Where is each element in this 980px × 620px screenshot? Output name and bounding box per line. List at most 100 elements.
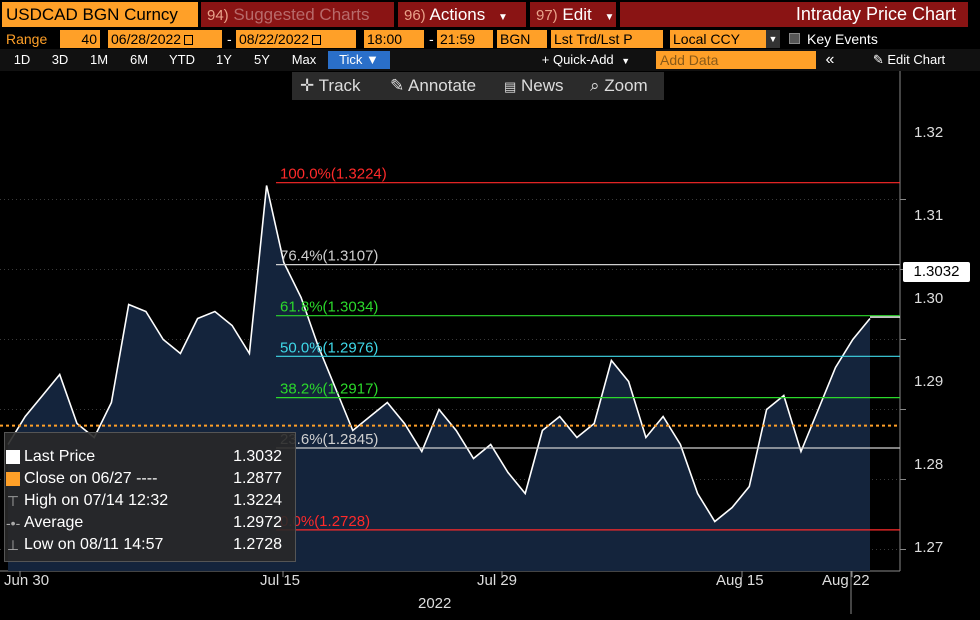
legend-last-price: Last Price 1.3032 (6, 446, 290, 468)
y-tick-label: 1.27 (914, 539, 944, 556)
range-6m-button[interactable]: 6M (129, 52, 149, 67)
legend-last-price-value: 1.3032 (233, 448, 282, 465)
tick-dropdown-button[interactable]: Tick ▼ (328, 51, 390, 69)
add-data-input[interactable]: Add Data (656, 51, 816, 69)
fib-level-label: 100.0%(1.3224) (280, 166, 387, 183)
fib-level-label: 61.8%(1.3034) (280, 299, 378, 316)
legend-low: ⊥ Low on 08/11 14:57 1.2728 (7, 534, 290, 556)
key-events-checkbox[interactable] (789, 33, 800, 44)
range-1d-button[interactable]: 1D (13, 52, 31, 67)
y-tick-label: 1.30 (914, 290, 944, 307)
average-marker-icon: -•- (6, 515, 21, 531)
key-events-label: Key Events (807, 31, 878, 47)
suggested-charts-number: 94) (207, 7, 229, 24)
x-tick-label: Aug 22 (822, 572, 870, 589)
edit-chart-label: Edit Chart (887, 52, 946, 67)
calendar-icon[interactable] (312, 35, 322, 46)
calendar-icon[interactable] (184, 35, 194, 46)
x-tick-label: Aug 15 (716, 572, 764, 589)
range-ytd-button[interactable]: YTD (169, 52, 195, 67)
range-max-button[interactable]: Max (291, 52, 317, 67)
pencil-icon: ✎ (872, 52, 884, 67)
range-label: Range (6, 31, 48, 47)
suggested-charts-button[interactable]: 94) Suggested Charts (201, 2, 394, 27)
actions-number: 96) (404, 7, 426, 24)
last-price-tag: 1.3032 (903, 262, 970, 282)
annotate-label: Annotate (408, 76, 477, 95)
start-date-value: 06/28/2022 (111, 31, 182, 47)
edit-number: 97) (536, 7, 558, 24)
time-separator: - (429, 31, 434, 47)
annotate-tool[interactable]: ✎ Annotate (390, 72, 476, 100)
track-label: Track (318, 76, 361, 95)
quick-add-label: + Quick-Add (541, 52, 614, 67)
field-selector[interactable]: Lst Trd/Lst P (551, 30, 663, 48)
collapse-button[interactable]: « (825, 51, 835, 68)
zoom-tool[interactable]: ⌕ Zoom (590, 72, 648, 100)
news-tool[interactable]: ▤ News (504, 72, 564, 100)
track-tool[interactable]: ✛ Track (300, 72, 361, 100)
days-field[interactable]: 40 (60, 30, 100, 48)
pencil-icon: ✎ (390, 76, 405, 95)
range-3d-button[interactable]: 3D (51, 52, 69, 67)
actions-caret-icon: ▼ (497, 12, 508, 23)
range-5y-button[interactable]: 5Y (254, 52, 270, 67)
x-year-label: 2022 (418, 595, 452, 612)
legend-average-label: Average (24, 514, 84, 531)
quick-add-caret-icon: ▼ (621, 56, 631, 66)
legend-high-value: 1.3224 (233, 492, 282, 509)
end-date-value: 08/22/2022 (239, 31, 310, 47)
legend-close-value: 1.2877 (233, 470, 282, 487)
end-date-field[interactable]: 08/22/2022 (236, 30, 356, 48)
legend-low-value: 1.2728 (233, 536, 282, 553)
legend-close-label: Close on 06/27 ---- (24, 470, 158, 487)
y-tick-label: 1.31 (914, 207, 944, 224)
edit-chart-button[interactable]: ✎ Edit Chart (846, 51, 972, 69)
suggested-charts-label: Suggested Charts (233, 5, 370, 24)
date-separator: - (227, 31, 232, 47)
page-title: Intraday Price Chart (620, 2, 968, 27)
y-tick-label: 1.28 (914, 456, 944, 473)
legend-average: -•- Average 1.2972 (6, 512, 290, 534)
actions-label: Actions (429, 5, 486, 24)
start-date-field[interactable]: 06/28/2022 (108, 30, 222, 48)
legend-average-value: 1.2972 (233, 514, 282, 531)
ticker-field[interactable]: USDCAD BGN Curncy (2, 2, 198, 27)
legend-high: ⊤ High on 07/14 12:32 1.3224 (7, 490, 290, 512)
start-time-field[interactable]: 18:00 (364, 30, 424, 48)
source-field[interactable]: BGN (497, 30, 547, 48)
edit-menu-button[interactable]: 97) Edit ▼ (530, 2, 616, 27)
y-tick-label: 1.32 (914, 124, 944, 141)
news-icon: ▤ (504, 79, 517, 94)
fib-level-label: 50.0%(1.2976) (280, 339, 378, 356)
white-square-icon (6, 450, 20, 464)
legend-high-label: High on 07/14 12:32 (24, 492, 169, 509)
chart-toolbar (292, 72, 664, 100)
x-tick-label: Jul 15 (260, 572, 301, 589)
orange-square-icon (6, 472, 20, 486)
x-tick-label: Jun 30 (4, 572, 50, 589)
range-1y-button[interactable]: 1Y (216, 52, 232, 67)
fib-level-label: 76.4%(1.3107) (280, 248, 378, 265)
high-marker-icon: ⊤ (6, 493, 20, 509)
currency-selector[interactable]: Local CCY (670, 30, 766, 48)
quick-add-button[interactable]: + Quick-Add ▼ (530, 51, 642, 69)
price-line (7, 185, 871, 523)
x-tick-label: Jul 29 (477, 572, 518, 589)
end-time-field[interactable]: 21:59 (437, 30, 493, 48)
low-marker-icon: ⊥ (6, 537, 20, 553)
fib-level-label: 23.6%(1.2845) (280, 431, 378, 448)
range-1m-button[interactable]: 1M (89, 52, 109, 67)
edit-label: Edit (562, 5, 592, 24)
legend-close: Close on 06/27 ---- 1.2877 (6, 468, 290, 490)
zoom-label: Zoom (604, 76, 648, 95)
magnifier-icon: ⌕ (590, 76, 600, 95)
actions-menu-button[interactable]: 96) Actions ▼ (398, 2, 526, 27)
fib-level-label: 38.2%(1.2917) (280, 381, 378, 398)
y-tick-label: 1.29 (914, 373, 944, 390)
chart-legend (4, 432, 296, 562)
crosshair-icon: ✛ (300, 76, 315, 95)
currency-dropdown-icon[interactable]: ▼ (766, 30, 780, 48)
legend-low-label: Low on 08/11 14:57 (24, 536, 164, 553)
legend-last-price-label: Last Price (24, 448, 96, 465)
